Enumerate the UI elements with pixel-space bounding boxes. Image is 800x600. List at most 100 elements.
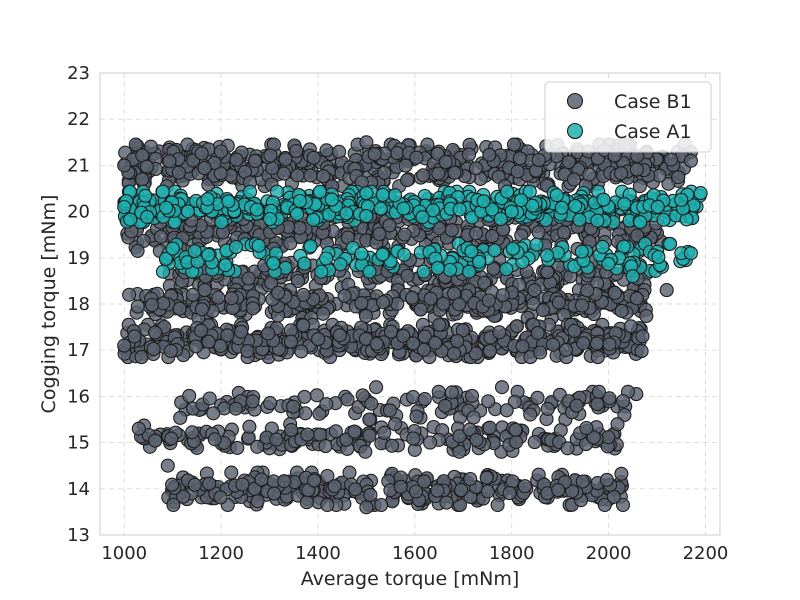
data-point-case-b1 [560, 441, 575, 456]
data-point-case-b1 [241, 271, 256, 286]
data-point-case-b1 [452, 297, 467, 312]
data-point-case-b1 [582, 167, 597, 182]
data-point-case-a1 [375, 187, 390, 202]
data-point-case-b1 [135, 172, 150, 187]
data-point-case-b1 [602, 337, 617, 352]
data-point-case-b1 [303, 168, 318, 183]
data-point-case-a1 [314, 264, 329, 279]
data-point-case-a1 [617, 197, 632, 212]
data-point-case-b1 [632, 179, 647, 194]
data-point-case-b1 [480, 484, 495, 499]
data-point-case-b1 [639, 308, 654, 324]
data-point-case-b1 [508, 422, 523, 437]
data-point-case-b1 [423, 435, 438, 450]
data-point-case-b1 [540, 265, 555, 280]
data-point-case-b1 [629, 291, 644, 306]
y-tick-label: 21 [67, 155, 90, 176]
data-point-case-b1 [122, 287, 137, 302]
data-point-case-b1 [482, 147, 497, 162]
data-point-case-b1 [224, 291, 239, 306]
x-tick-label: 2000 [586, 543, 632, 564]
data-point-case-a1 [601, 256, 616, 271]
data-point-case-b1 [247, 481, 262, 496]
data-point-case-a1 [574, 244, 589, 259]
data-point-case-b1 [505, 474, 520, 489]
data-point-case-a1 [159, 200, 174, 215]
data-point-case-b1 [134, 350, 149, 365]
data-point-case-b1 [297, 389, 312, 404]
data-point-case-b1 [148, 325, 163, 340]
data-point-case-b1 [172, 301, 187, 316]
data-point-case-b1 [409, 409, 424, 424]
data-point-case-b1 [173, 410, 188, 425]
data-point-case-a1 [487, 243, 502, 258]
data-point-case-a1 [442, 262, 458, 278]
data-point-case-a1 [292, 193, 307, 209]
data-point-case-a1 [339, 206, 354, 221]
data-point-case-b1 [194, 302, 209, 317]
data-point-case-b1 [290, 168, 305, 183]
data-point-case-b1 [377, 165, 392, 180]
data-point-case-b1 [369, 336, 384, 351]
data-point-case-b1 [523, 407, 538, 422]
data-point-case-b1 [372, 226, 387, 242]
data-point-case-b1 [450, 333, 465, 348]
data-point-case-b1 [417, 474, 432, 489]
x-tick-label: 2200 [683, 543, 729, 564]
data-point-case-b1 [615, 497, 631, 513]
data-point-case-a1 [625, 269, 640, 284]
data-point-case-b1 [406, 390, 421, 405]
data-point-case-a1 [396, 201, 411, 216]
data-point-case-b1 [452, 444, 467, 459]
data-point-case-b1 [362, 412, 377, 427]
data-point-case-b1 [551, 483, 566, 498]
data-point-case-b1 [299, 495, 314, 510]
data-point-case-a1 [505, 241, 520, 256]
data-point-case-b1 [296, 287, 311, 302]
data-point-case-b1 [614, 166, 629, 181]
y-tick-label: 20 [67, 202, 90, 223]
data-point-case-b1 [614, 303, 629, 318]
y-tick-label: 23 [67, 63, 90, 84]
data-point-case-b1 [602, 391, 617, 406]
data-point-case-b1 [507, 394, 522, 409]
data-point-case-b1 [482, 420, 497, 435]
data-point-case-b1 [530, 390, 545, 405]
data-point-case-b1 [202, 391, 217, 406]
data-point-case-b1 [130, 299, 145, 314]
data-point-case-a1 [595, 239, 610, 254]
data-point-case-b1 [229, 152, 244, 167]
data-point-case-b1 [263, 396, 278, 411]
data-point-case-b1 [481, 394, 496, 409]
x-tick-labels: 1000 1200 1400 1600 1800 2000 2200 [101, 543, 728, 564]
data-point-case-b1 [671, 170, 686, 185]
data-point-case-b1 [635, 329, 650, 344]
data-point-case-a1 [362, 264, 377, 279]
data-point-case-a1 [155, 184, 170, 199]
data-point-case-b1 [363, 487, 378, 502]
data-point-case-b1 [176, 489, 191, 504]
data-point-case-a1 [663, 236, 678, 251]
data-point-case-b1 [444, 385, 460, 400]
data-point-case-b1 [512, 151, 527, 166]
data-point-case-b1 [531, 153, 546, 168]
data-point-case-b1 [479, 470, 494, 485]
data-point-case-b1 [286, 399, 301, 414]
data-point-case-b1 [130, 243, 145, 258]
data-point-case-b1 [144, 297, 160, 313]
data-point-case-a1 [354, 246, 369, 261]
data-point-case-b1 [561, 155, 576, 170]
data-point-case-b1 [482, 343, 498, 358]
data-point-case-b1 [211, 290, 226, 305]
data-point-case-b1 [267, 486, 282, 501]
y-tick-label: 16 [67, 386, 90, 407]
data-point-case-a1 [218, 258, 233, 273]
data-point-case-b1 [416, 168, 431, 183]
data-point-case-b1 [599, 472, 614, 487]
data-point-case-b1 [469, 226, 484, 241]
data-point-case-b1 [277, 474, 292, 489]
data-point-case-a1 [306, 212, 321, 227]
data-point-case-b1 [517, 479, 532, 494]
data-point-case-b1 [492, 325, 507, 340]
